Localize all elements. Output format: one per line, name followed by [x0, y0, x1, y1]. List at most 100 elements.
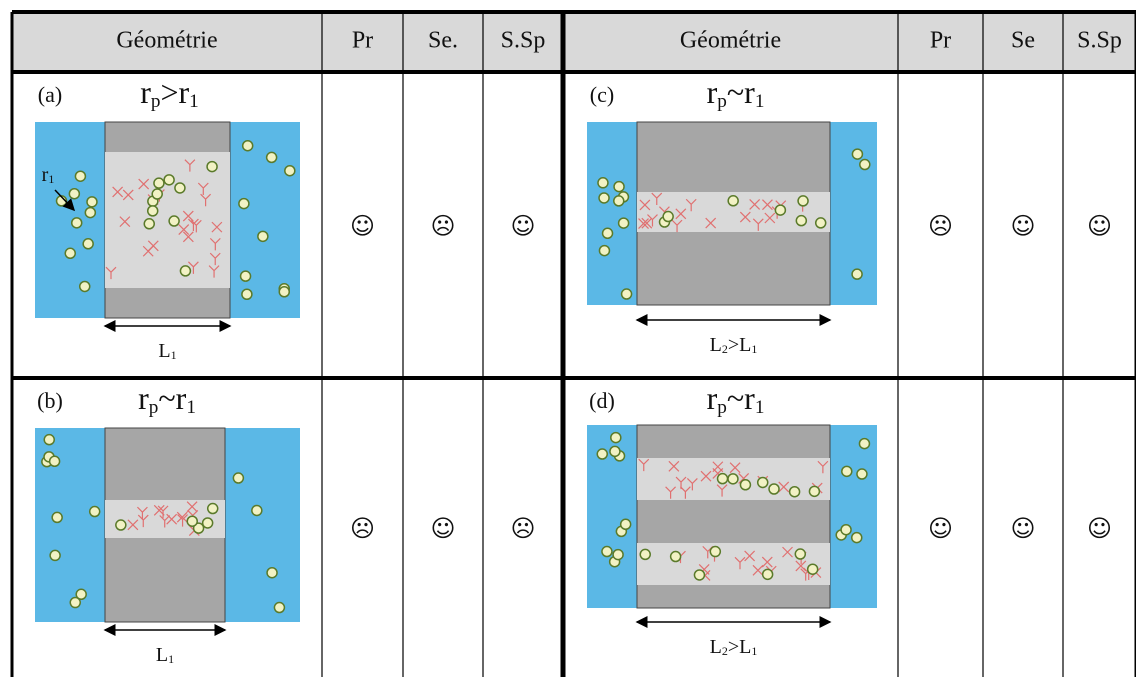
particle [75, 588, 87, 601]
rating: ☺ [430, 515, 455, 543]
panel-label: (b) [37, 388, 63, 413]
particle [146, 205, 159, 217]
receptor [209, 252, 221, 266]
length-label: L2>L1 [710, 334, 758, 356]
condition-sub: 1 [186, 397, 196, 418]
receptor [137, 514, 149, 528]
length-label-part: L [158, 340, 170, 362]
particle [186, 515, 198, 527]
rating: ☹ [350, 515, 375, 543]
particle [86, 196, 98, 208]
particle [858, 437, 871, 450]
length-label-part: L [739, 636, 751, 658]
particle [761, 568, 774, 581]
particle [241, 288, 253, 300]
particle [613, 180, 625, 193]
receptor [105, 266, 117, 280]
condition: rp~r1 [707, 74, 765, 112]
receptor [639, 199, 651, 211]
particle [69, 596, 82, 609]
receptor [679, 486, 691, 499]
condition-sub: 1 [189, 91, 199, 112]
rating: ☺ [350, 212, 375, 240]
receptor [159, 515, 171, 528]
receptor [112, 186, 124, 198]
particle [43, 433, 55, 446]
particle [610, 431, 622, 444]
receptor [200, 193, 212, 207]
particle [739, 479, 752, 491]
particle [840, 523, 852, 536]
column-header: Géométrie [116, 28, 217, 54]
particle [756, 476, 769, 489]
receptor [119, 216, 131, 228]
length-label-sub: 1 [751, 644, 757, 658]
receptor [197, 182, 209, 196]
particle [48, 455, 61, 468]
condition-sub: p [717, 397, 727, 418]
particle [78, 280, 91, 293]
particle [241, 139, 254, 152]
particle [64, 247, 76, 260]
receptor [176, 511, 188, 523]
length-label-part: L [739, 334, 751, 356]
column-header: Se [1011, 28, 1035, 54]
condition-part: r [744, 380, 755, 416]
receptor [186, 501, 198, 513]
particle [153, 177, 165, 189]
receptor [182, 210, 194, 222]
particle [788, 485, 801, 498]
receptor [638, 218, 649, 229]
column-header: Géométrie [680, 28, 781, 54]
column-header: Se. [428, 28, 458, 54]
condition-sub: p [151, 91, 161, 112]
particle [808, 485, 821, 498]
column-header: Pr [930, 28, 951, 54]
particle [669, 550, 682, 563]
particle [115, 519, 127, 531]
particle [851, 148, 864, 160]
receptor [138, 178, 150, 190]
column-header: S.Sp [501, 28, 546, 54]
particle [151, 188, 163, 200]
condition-part: r [744, 74, 755, 110]
receptor [705, 217, 717, 229]
receptor [208, 265, 220, 278]
particle [51, 511, 63, 524]
condition-part: r [707, 74, 718, 110]
particle [206, 502, 219, 515]
particle [617, 217, 630, 229]
particle [850, 531, 863, 544]
receptor [778, 481, 790, 493]
receptor [166, 513, 178, 525]
receptor [675, 208, 687, 220]
condition-part: ~ [727, 74, 744, 110]
particle [814, 217, 827, 229]
reservoir [587, 122, 637, 305]
rating: ☹ [928, 212, 953, 240]
rating: ☺ [1087, 212, 1112, 240]
particle [859, 158, 871, 171]
particle [774, 204, 787, 216]
receptor [187, 261, 199, 274]
receptor [665, 486, 677, 499]
condition-part: r [179, 74, 190, 110]
receptor [211, 221, 223, 233]
condition-part: r [176, 380, 187, 416]
reservoir [225, 428, 300, 622]
particle [612, 548, 624, 561]
length-label-sub: 1 [168, 652, 174, 666]
particle [662, 210, 674, 223]
particle [794, 548, 807, 560]
particle [174, 182, 186, 194]
receptor [136, 506, 148, 520]
condition-sub: 1 [755, 91, 765, 112]
panel-label: (d) [589, 388, 615, 413]
radius-label-part: r [42, 164, 49, 186]
particle [238, 197, 250, 210]
header-background [12, 12, 1136, 72]
receptor [752, 564, 764, 576]
receptor [647, 214, 658, 227]
particle [613, 195, 625, 207]
